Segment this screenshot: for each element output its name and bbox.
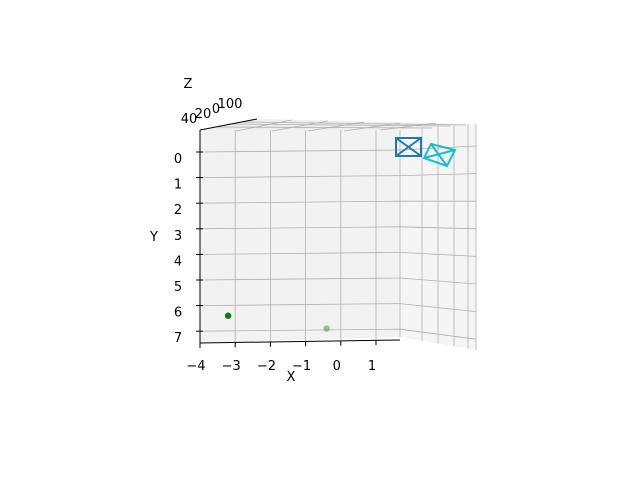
z-tick-label: 0	[212, 102, 220, 117]
z-tick-label: 40	[181, 112, 198, 127]
y-axis-label: Y	[149, 230, 158, 245]
y-tick-label: 4	[174, 254, 182, 269]
data-points	[224, 312, 330, 332]
x-axis-line	[199, 339, 401, 344]
top-grid-line	[227, 123, 451, 127]
top-grid-line	[235, 119, 293, 132]
top-grid-line	[241, 121, 467, 126]
y-tick-label: 5	[174, 280, 182, 295]
x-tick-label: −2	[257, 359, 276, 374]
x-tick-label: −3	[222, 359, 241, 374]
camera-frame-2	[422, 142, 457, 168]
y-tick-label: 7	[174, 331, 182, 346]
axis-ticks	[196, 151, 377, 348]
camera-frame-1	[395, 137, 422, 157]
x-tick-label: 1	[368, 359, 376, 374]
y-tick-label: 3	[174, 229, 182, 244]
z-tick-label: 100	[218, 97, 243, 112]
z-axis-label: Z	[184, 77, 193, 92]
z-axis-line	[199, 118, 258, 131]
y-tick-label: 2	[174, 203, 182, 218]
y-grid-line	[199, 303, 401, 306]
y-grid-line	[199, 252, 401, 255]
z-tick-label: 20	[195, 107, 212, 122]
y-tick-label: 0	[174, 152, 182, 167]
y-grid-line	[199, 175, 401, 178]
y-grid-line	[199, 277, 401, 281]
y-grid-line	[199, 149, 401, 153]
top-grid-line	[213, 126, 433, 129]
data-point	[224, 312, 232, 319]
back-pane	[200, 130, 400, 343]
y-grid-line	[199, 226, 401, 230]
y-tick-label: 6	[174, 306, 182, 321]
x-tick-label: 0	[333, 359, 341, 374]
y-grid-line	[199, 200, 401, 204]
y-grid-line	[199, 328, 401, 332]
grid-lines	[199, 118, 477, 350]
data-point	[323, 325, 330, 332]
y-tick-label: 1	[174, 178, 182, 193]
x-axis-label: X	[287, 370, 296, 385]
x-tick-label: −1	[292, 359, 311, 374]
x-tick-label: −4	[186, 359, 205, 374]
